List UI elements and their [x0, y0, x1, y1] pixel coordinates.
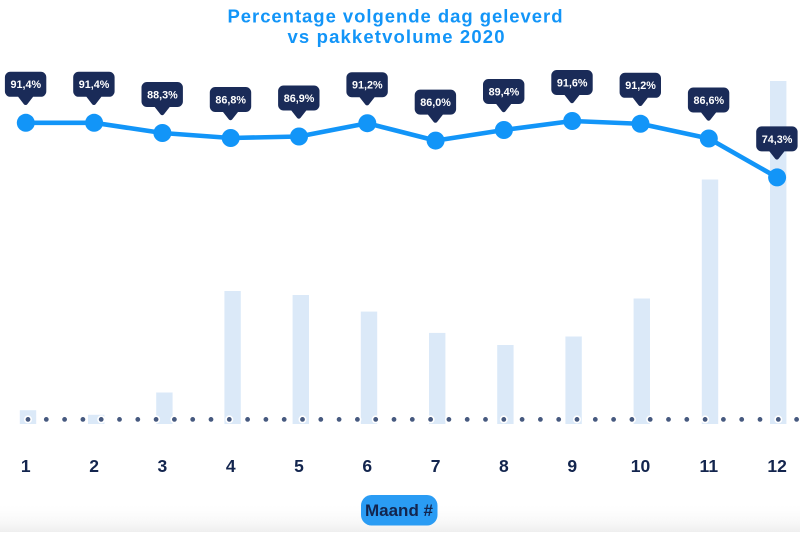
svg-text:Maand #: Maand # [365, 501, 434, 520]
svg-text:91,2%: 91,2% [625, 80, 656, 92]
svg-text:1: 1 [21, 456, 31, 476]
svg-text:86,0%: 86,0% [420, 97, 451, 109]
svg-text:86,6%: 86,6% [693, 95, 724, 107]
svg-text:11: 11 [700, 456, 719, 476]
svg-text:5: 5 [294, 456, 304, 476]
svg-text:91,4%: 91,4% [79, 79, 110, 91]
svg-text:91,4%: 91,4% [10, 79, 41, 91]
svg-text:91,6%: 91,6% [557, 77, 588, 89]
svg-text:3: 3 [158, 456, 168, 476]
svg-text:91,2%: 91,2% [352, 80, 383, 92]
svg-text:9: 9 [567, 456, 577, 476]
svg-text:6: 6 [362, 456, 372, 476]
svg-text:12: 12 [767, 456, 787, 476]
svg-text:2: 2 [89, 456, 99, 476]
svg-text:74,3%: 74,3% [762, 134, 793, 146]
svg-text:vs pakketvolume 2020: vs pakketvolume 2020 [288, 26, 505, 47]
svg-text:88,3%: 88,3% [147, 89, 178, 101]
svg-text:Percentage volgende dag geleve: Percentage volgende dag geleverd [228, 5, 563, 26]
svg-text:86,8%: 86,8% [215, 94, 246, 106]
svg-text:89,4%: 89,4% [489, 86, 520, 98]
svg-text:8: 8 [499, 456, 509, 476]
svg-text:10: 10 [631, 456, 651, 476]
svg-text:86,9%: 86,9% [284, 93, 315, 105]
svg-text:4: 4 [226, 456, 236, 476]
svg-text:7: 7 [431, 456, 441, 476]
